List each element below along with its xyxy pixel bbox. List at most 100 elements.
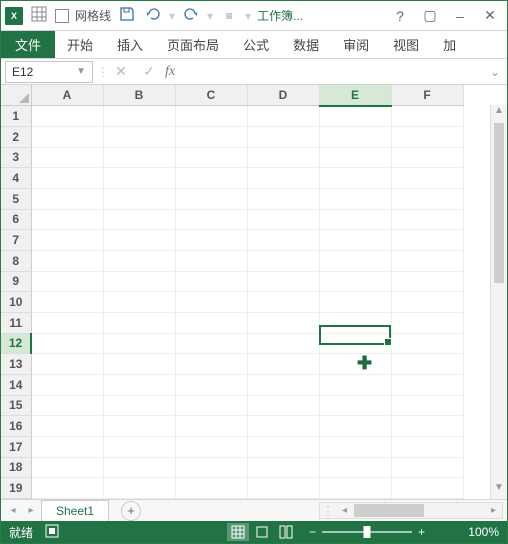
cell[interactable] bbox=[175, 312, 247, 333]
cell[interactable] bbox=[247, 147, 319, 168]
column-header[interactable]: A bbox=[31, 85, 103, 106]
cell[interactable] bbox=[175, 271, 247, 292]
cell[interactable] bbox=[247, 416, 319, 437]
cell[interactable] bbox=[31, 292, 103, 313]
cell[interactable] bbox=[391, 250, 463, 271]
cell[interactable] bbox=[103, 457, 175, 478]
zoom-level-label[interactable]: 100% bbox=[461, 525, 499, 539]
worksheet-grid[interactable]: ABCDEF12345678910111213141516171819 ✚ ▲ … bbox=[1, 85, 507, 499]
cell[interactable] bbox=[391, 457, 463, 478]
tab-page-layout[interactable]: 页面布局 bbox=[155, 31, 231, 58]
cell[interactable] bbox=[319, 106, 391, 127]
zoom-handle[interactable] bbox=[364, 526, 371, 538]
cell[interactable] bbox=[247, 478, 319, 499]
cell[interactable] bbox=[31, 436, 103, 457]
view-page-break-button[interactable] bbox=[275, 523, 297, 541]
cell[interactable] bbox=[319, 333, 391, 354]
formula-input[interactable] bbox=[179, 62, 483, 82]
cell[interactable] bbox=[247, 354, 319, 375]
cell[interactable] bbox=[31, 271, 103, 292]
scroll-up-button[interactable]: ▲ bbox=[491, 105, 507, 122]
cell[interactable] bbox=[103, 168, 175, 189]
tab-insert[interactable]: 插入 bbox=[105, 31, 155, 58]
cell[interactable] bbox=[391, 478, 463, 499]
cell[interactable] bbox=[103, 478, 175, 499]
cell[interactable] bbox=[31, 457, 103, 478]
cell[interactable] bbox=[319, 126, 391, 147]
cell[interactable] bbox=[175, 478, 247, 499]
cell[interactable] bbox=[103, 271, 175, 292]
cell[interactable] bbox=[103, 106, 175, 127]
row-header[interactable]: 3 bbox=[1, 147, 31, 168]
cell[interactable] bbox=[247, 230, 319, 251]
expand-formula-bar-button[interactable]: ⌄ bbox=[487, 65, 503, 79]
cell[interactable] bbox=[31, 416, 103, 437]
cell[interactable] bbox=[31, 168, 103, 189]
scroll-down-button[interactable]: ▼ bbox=[491, 482, 507, 499]
cell[interactable] bbox=[391, 106, 463, 127]
sheet-tab-active[interactable]: Sheet1 bbox=[41, 500, 109, 521]
cell[interactable] bbox=[247, 292, 319, 313]
row-header[interactable]: 6 bbox=[1, 209, 31, 230]
cell[interactable] bbox=[391, 333, 463, 354]
row-header[interactable]: 11 bbox=[1, 312, 31, 333]
scroll-right-button[interactable]: ▸ bbox=[485, 505, 502, 516]
row-header[interactable]: 18 bbox=[1, 457, 31, 478]
row-header[interactable]: 9 bbox=[1, 271, 31, 292]
cell[interactable] bbox=[31, 374, 103, 395]
cell[interactable] bbox=[31, 333, 103, 354]
macro-record-icon[interactable] bbox=[45, 524, 59, 541]
cell[interactable] bbox=[319, 147, 391, 168]
cell[interactable] bbox=[103, 209, 175, 230]
cell[interactable] bbox=[103, 333, 175, 354]
cell[interactable] bbox=[391, 374, 463, 395]
cell[interactable] bbox=[247, 209, 319, 230]
cell[interactable] bbox=[175, 333, 247, 354]
row-header[interactable]: 8 bbox=[1, 250, 31, 271]
cell[interactable] bbox=[103, 292, 175, 313]
cell[interactable] bbox=[31, 106, 103, 127]
cell[interactable] bbox=[31, 230, 103, 251]
cell[interactable] bbox=[103, 188, 175, 209]
column-header[interactable]: B bbox=[103, 85, 175, 106]
cell[interactable] bbox=[175, 126, 247, 147]
help-button[interactable]: ? bbox=[387, 6, 413, 26]
cell[interactable] bbox=[175, 416, 247, 437]
select-all-corner[interactable] bbox=[1, 85, 31, 106]
cell[interactable] bbox=[103, 416, 175, 437]
cell[interactable] bbox=[175, 168, 247, 189]
toggle-grid-icon[interactable] bbox=[29, 6, 49, 25]
zoom-out-button[interactable]: − bbox=[309, 525, 316, 539]
row-header[interactable]: 1 bbox=[1, 106, 31, 127]
cell[interactable] bbox=[31, 188, 103, 209]
gridlines-checkbox[interactable] bbox=[55, 9, 69, 23]
cell[interactable] bbox=[391, 395, 463, 416]
view-normal-button[interactable] bbox=[227, 523, 249, 541]
hscroll-grip[interactable]: ⋮ bbox=[320, 504, 336, 518]
vscroll-thumb[interactable] bbox=[494, 123, 504, 283]
row-header[interactable]: 13 bbox=[1, 354, 31, 375]
cell[interactable] bbox=[319, 395, 391, 416]
cell[interactable] bbox=[175, 209, 247, 230]
row-header[interactable]: 14 bbox=[1, 374, 31, 395]
cell[interactable] bbox=[319, 478, 391, 499]
view-page-layout-button[interactable] bbox=[251, 523, 273, 541]
cell[interactable] bbox=[319, 354, 391, 375]
cell[interactable] bbox=[31, 209, 103, 230]
cell[interactable] bbox=[103, 312, 175, 333]
cell[interactable] bbox=[391, 188, 463, 209]
cell[interactable] bbox=[391, 312, 463, 333]
qat-customize-button[interactable]: ≡ bbox=[219, 9, 239, 23]
cell[interactable] bbox=[319, 374, 391, 395]
cell[interactable] bbox=[103, 230, 175, 251]
add-sheet-button[interactable]: + bbox=[121, 501, 141, 521]
cell[interactable] bbox=[247, 436, 319, 457]
cell[interactable] bbox=[31, 354, 103, 375]
cell[interactable] bbox=[391, 416, 463, 437]
accept-formula-button[interactable]: ✓ bbox=[137, 63, 161, 80]
cell[interactable] bbox=[247, 250, 319, 271]
row-header[interactable]: 17 bbox=[1, 436, 31, 457]
redo-button[interactable] bbox=[181, 6, 201, 25]
cell[interactable] bbox=[319, 457, 391, 478]
cell[interactable] bbox=[175, 106, 247, 127]
